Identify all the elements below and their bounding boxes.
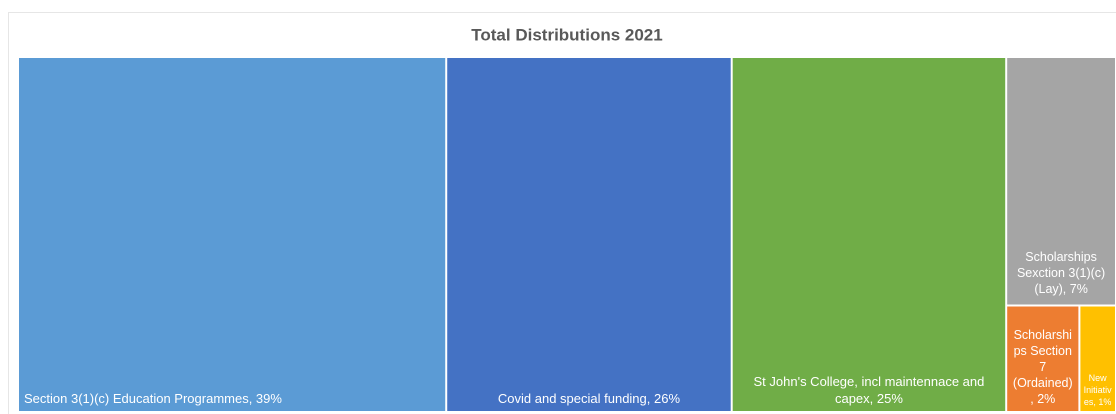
chart-title: Total Distributions 2021 xyxy=(471,25,662,44)
treemap-tile xyxy=(1080,306,1115,411)
treemap-tile xyxy=(1007,58,1115,305)
tile-label: Covid and special funding, 26% xyxy=(497,391,681,406)
chart-frame xyxy=(8,12,1116,414)
tile-label-box: Scholarships Sexction 3(1)(c) (Lay), 7% xyxy=(1007,58,1115,305)
tile-label: Scholarships Sexction 3(1)(c) (Lay), 7% xyxy=(1016,249,1106,296)
tile-label-box: Section 3(1)(c) Education Programmes, 39… xyxy=(19,58,445,411)
tile-label-box: Scholarships Section 7 (Ordained), 2% xyxy=(1007,307,1078,412)
tile-label-wrap: Covid and special funding, 26% xyxy=(447,58,730,411)
tile-label: New Initiatives, 1% xyxy=(1083,373,1112,407)
tile-label-wrap: Section 3(1)(c) Education Programmes, 39… xyxy=(19,58,445,411)
treemap-tile xyxy=(732,58,1006,411)
tile-label-box: Covid and special funding, 26% xyxy=(447,58,730,411)
tile-label-wrap: New Initiatives, 1% xyxy=(1080,307,1115,412)
tile-label: St John's College, incl maintennace and … xyxy=(753,374,985,406)
tile-label-wrap: Scholarships Sexction 3(1)(c) (Lay), 7% xyxy=(1007,58,1115,305)
tile-label-box: St John's College, incl maintennace and … xyxy=(733,58,1006,411)
tile-label-box: New Initiatives, 1% xyxy=(1080,307,1115,412)
tile-label: Section 3(1)(c) Education Programmes, 39… xyxy=(24,391,282,406)
treemap-tile xyxy=(1007,306,1079,411)
treemap-tile xyxy=(19,58,446,411)
treemap-tile xyxy=(447,58,731,411)
tile-label: Scholarships Section 7 (Ordained), 2% xyxy=(1012,328,1073,406)
tile-label-wrap: Scholarships Section 7 (Ordained), 2% xyxy=(1007,307,1078,412)
tile-label-wrap: St John's College, incl maintennace and … xyxy=(733,58,1006,411)
